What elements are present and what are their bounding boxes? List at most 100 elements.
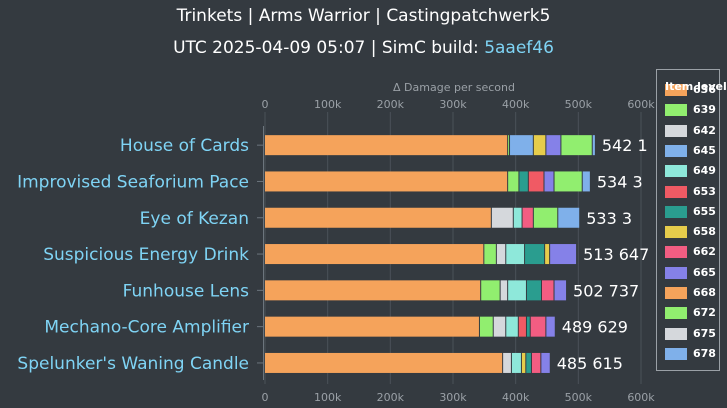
legend-swatch bbox=[665, 287, 687, 299]
bar-segment-639[interactable] bbox=[508, 135, 510, 156]
bar-segment-639[interactable] bbox=[481, 280, 500, 301]
bar-segment-655[interactable] bbox=[519, 171, 528, 192]
legend-swatch bbox=[665, 246, 687, 259]
legend-swatch bbox=[665, 266, 687, 279]
x-tick-label-top: 200k bbox=[377, 98, 405, 111]
bar-segment-665[interactable] bbox=[541, 352, 550, 373]
bar-segment-658[interactable] bbox=[545, 244, 550, 265]
legend-label: 675 bbox=[693, 326, 716, 340]
bar-segment-636[interactable] bbox=[265, 171, 508, 192]
bar-segment-665[interactable] bbox=[546, 316, 555, 337]
legend-swatch bbox=[665, 104, 687, 117]
bar-series bbox=[265, 135, 595, 373]
bar-segment-672[interactable] bbox=[554, 171, 582, 192]
legend-label: 655 bbox=[693, 204, 716, 218]
bar-segment-636[interactable] bbox=[265, 316, 479, 337]
x-tick-label-bottom: 500k bbox=[565, 391, 593, 404]
bar-segment-662[interactable] bbox=[530, 316, 546, 337]
legend-swatch bbox=[665, 185, 687, 198]
category-label[interactable]: House of Cards bbox=[120, 136, 249, 156]
legend-label: 668 bbox=[693, 286, 716, 299]
x-tick-label-top: 500k bbox=[565, 98, 593, 111]
bar-segment-678[interactable] bbox=[582, 171, 590, 192]
bar-segment-658[interactable] bbox=[533, 135, 546, 156]
bar-segment-655[interactable] bbox=[525, 244, 545, 265]
x-tick-label-bottom: 400k bbox=[502, 391, 530, 404]
legend-title: Item level bbox=[665, 80, 727, 93]
bar-segment-636[interactable] bbox=[265, 244, 484, 265]
bar-segment-636[interactable] bbox=[265, 352, 503, 373]
x-tick-label-top: 400k bbox=[502, 98, 530, 111]
bar-segment-639[interactable] bbox=[479, 316, 493, 337]
bar-segment-649[interactable] bbox=[508, 280, 526, 301]
bar-segment-653[interactable] bbox=[518, 316, 526, 337]
bar-segment-665[interactable] bbox=[550, 244, 577, 265]
bar-segment-642[interactable] bbox=[503, 352, 511, 373]
legend-swatch bbox=[665, 165, 687, 178]
x-tick-label-bottom: 100k bbox=[314, 391, 342, 404]
bar-segment-672[interactable] bbox=[533, 207, 558, 228]
bar-segment-665[interactable] bbox=[554, 280, 567, 301]
category-label[interactable]: Eye of Kezan bbox=[140, 209, 249, 229]
bar-segment-636[interactable] bbox=[265, 280, 481, 301]
bar-segment-653[interactable] bbox=[528, 171, 544, 192]
bar-segment-642[interactable] bbox=[491, 207, 513, 228]
bar-segment-655[interactable] bbox=[526, 352, 531, 373]
bar-segment-678[interactable] bbox=[558, 207, 580, 228]
x-tick-label-top: 0 bbox=[262, 98, 269, 111]
bar-segment-642[interactable] bbox=[493, 316, 506, 337]
legend-label: 653 bbox=[693, 184, 716, 198]
bar-segment-642[interactable] bbox=[496, 244, 506, 265]
category-label[interactable]: Improvised Seaforium Pace bbox=[17, 172, 249, 192]
bar-segment-645[interactable] bbox=[510, 135, 533, 156]
bar-segment-678[interactable] bbox=[592, 135, 595, 156]
x-tick-label-bottom: 200k bbox=[377, 391, 405, 404]
bar-segment-662[interactable] bbox=[531, 352, 541, 373]
total-label: 513 647 bbox=[583, 245, 649, 264]
legend-swatch bbox=[665, 144, 687, 157]
legend-label: 639 bbox=[693, 103, 716, 117]
bar-segment-649[interactable] bbox=[506, 316, 518, 337]
category-labels: House of Cards Improvised Seaforium Pace E… bbox=[17, 136, 263, 374]
bar-segment-672[interactable] bbox=[561, 135, 592, 156]
bar-segment-649[interactable] bbox=[506, 244, 525, 265]
bar-segment-636[interactable] bbox=[265, 135, 508, 156]
bar-segment-639[interactable] bbox=[484, 244, 496, 265]
bar-segment-639[interactable] bbox=[508, 171, 519, 192]
category-label[interactable]: Spelunker's Waning Candle bbox=[17, 354, 249, 374]
x-tick-label-bottom: 600k bbox=[627, 391, 655, 404]
bar-segment-636[interactable] bbox=[265, 207, 491, 228]
bar-segment-665[interactable] bbox=[546, 135, 561, 156]
bar-segment-665[interactable] bbox=[544, 171, 554, 192]
bar-segment-642[interactable] bbox=[500, 280, 508, 301]
bar-segment-655[interactable] bbox=[526, 316, 530, 337]
bar-segment-662[interactable] bbox=[541, 280, 554, 301]
legend-label: 678 bbox=[693, 346, 716, 360]
build-link[interactable]: 5aaef46 bbox=[484, 38, 554, 58]
x-tick-label-top: 600k bbox=[627, 98, 655, 111]
bar-segment-662[interactable] bbox=[522, 207, 533, 228]
legend-swatch bbox=[665, 327, 687, 340]
x-tick-label-bottom: 300k bbox=[439, 391, 467, 404]
legend-label: 658 bbox=[693, 225, 716, 239]
chart-title: Trinkets | Arms Warrior | Castingpatchwe… bbox=[176, 6, 551, 26]
x-axis-top-ticks: 0 100k 200k 300k 400k 500k 600k bbox=[262, 98, 656, 111]
x-tick-label-top: 300k bbox=[439, 98, 467, 111]
x-tick-label-bottom: 0 bbox=[262, 391, 269, 404]
total-label: 485 615 bbox=[557, 354, 623, 373]
category-label[interactable]: Funhouse Lens bbox=[123, 281, 249, 301]
bar-segment-649[interactable] bbox=[513, 207, 522, 228]
legend-label: 642 bbox=[693, 123, 716, 137]
legend-label: 636 bbox=[693, 83, 716, 96]
legend-swatch bbox=[665, 307, 687, 320]
legend-swatch bbox=[665, 84, 687, 96]
total-label: 502 737 bbox=[573, 281, 639, 300]
category-label[interactable]: Mechano-Core Amplifier bbox=[44, 318, 249, 338]
bar-segment-649[interactable] bbox=[511, 352, 521, 373]
category-label[interactable]: Suspicious Energy Drink bbox=[43, 245, 249, 265]
x-tick-label-top: 100k bbox=[314, 98, 342, 111]
bar-segment-655[interactable] bbox=[526, 280, 541, 301]
total-label: 542 1 bbox=[602, 136, 648, 155]
bar-segment-658[interactable] bbox=[521, 352, 526, 373]
